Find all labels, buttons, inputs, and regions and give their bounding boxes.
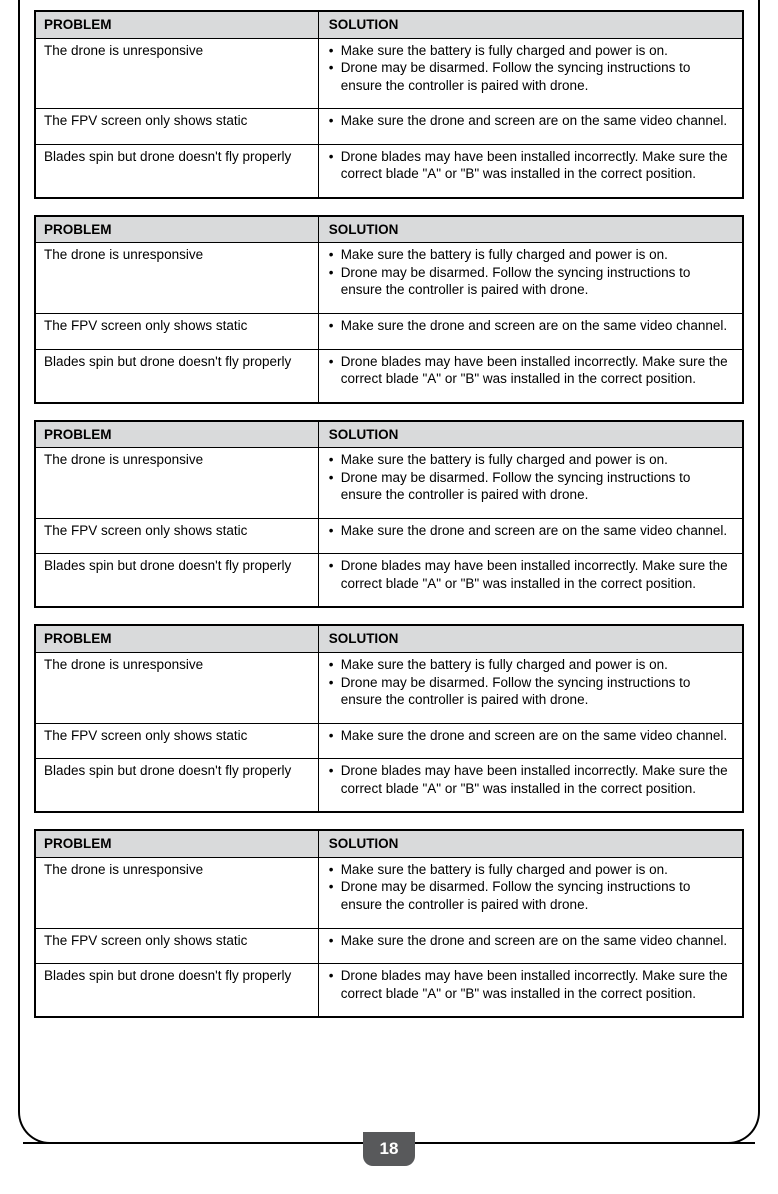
problem-cell: The FPV screen only shows static (35, 723, 318, 759)
table-row: The FPV screen only shows static Make sur… (35, 723, 743, 759)
solution-item: Make sure the drone and screen are on th… (327, 112, 734, 130)
solution-cell: Drone blades may have been installed inc… (318, 554, 743, 608)
solution-cell: Make sure the drone and screen are on th… (318, 518, 743, 554)
table-row: The drone is unresponsive Make sure the b… (35, 243, 743, 314)
solution-item: Drone may be disarmed. Follow the syncin… (327, 878, 734, 913)
solution-cell: Make sure the battery is fully charged a… (318, 857, 743, 928)
table-row: The drone is unresponsive Make sure the b… (35, 448, 743, 519)
problem-cell: Blades spin but drone doesn't fly proper… (35, 554, 318, 608)
troubleshoot-table: PROBLEMSOLUTIONThe drone is unresponsive… (34, 10, 744, 199)
solution-item: Drone may be disarmed. Follow the syncin… (327, 674, 734, 709)
problem-cell: The drone is unresponsive (35, 243, 318, 314)
column-header-problem: PROBLEM (35, 216, 318, 243)
solution-item: Drone blades may have been installed inc… (327, 967, 734, 1002)
table-row: Blades spin but drone doesn't fly proper… (35, 964, 743, 1018)
solution-item: Drone blades may have been installed inc… (327, 148, 734, 183)
page-frame: PROBLEMSOLUTIONThe drone is unresponsive… (18, 0, 760, 1144)
problem-cell: The FPV screen only shows static (35, 928, 318, 964)
column-header-problem: PROBLEM (35, 11, 318, 38)
solution-item: Drone may be disarmed. Follow the syncin… (327, 59, 734, 94)
solution-item: Drone blades may have been installed inc… (327, 353, 734, 388)
solution-item: Make sure the drone and screen are on th… (327, 932, 734, 950)
table-row: The drone is unresponsive Make sure the b… (35, 653, 743, 724)
problem-cell: Blades spin but drone doesn't fly proper… (35, 349, 318, 403)
solution-item: Make sure the battery is fully charged a… (327, 656, 734, 674)
table-row: The drone is unresponsive Make sure the b… (35, 38, 743, 109)
solution-cell: Drone blades may have been installed inc… (318, 759, 743, 813)
table-row: Blades spin but drone doesn't fly proper… (35, 144, 743, 198)
column-header-solution: SOLUTION (318, 625, 743, 652)
problem-cell: The FPV screen only shows static (35, 109, 318, 145)
solution-cell: Make sure the battery is fully charged a… (318, 38, 743, 109)
problem-cell: Blades spin but drone doesn't fly proper… (35, 144, 318, 198)
solution-cell: Make sure the battery is fully charged a… (318, 653, 743, 724)
table-row: Blades spin but drone doesn't fly proper… (35, 759, 743, 813)
column-header-problem: PROBLEM (35, 830, 318, 857)
solution-cell: Drone blades may have been installed inc… (318, 144, 743, 198)
troubleshoot-table: PROBLEMSOLUTIONThe drone is unresponsive… (34, 624, 744, 813)
table-row: The FPV screen only shows static Make sur… (35, 109, 743, 145)
solution-item: Make sure the drone and screen are on th… (327, 317, 734, 335)
problem-cell: Blades spin but drone doesn't fly proper… (35, 964, 318, 1018)
solution-item: Make sure the drone and screen are on th… (327, 727, 734, 745)
solution-item: Make sure the battery is fully charged a… (327, 42, 734, 60)
solution-item: Make sure the drone and screen are on th… (327, 522, 734, 540)
solution-cell: Make sure the battery is fully charged a… (318, 243, 743, 314)
page-number-tab: 18 (363, 1132, 415, 1166)
tables-container: PROBLEMSOLUTIONThe drone is unresponsive… (34, 10, 744, 1018)
troubleshoot-table: PROBLEMSOLUTIONThe drone is unresponsive… (34, 420, 744, 609)
solution-item: Drone may be disarmed. Follow the syncin… (327, 264, 734, 299)
solution-item: Make sure the battery is fully charged a… (327, 861, 734, 879)
problem-cell: The drone is unresponsive (35, 857, 318, 928)
column-header-solution: SOLUTION (318, 216, 743, 243)
solution-item: Drone blades may have been installed inc… (327, 557, 734, 592)
column-header-problem: PROBLEM (35, 421, 318, 448)
table-row: The FPV screen only shows static Make sur… (35, 518, 743, 554)
page-number: 18 (380, 1139, 399, 1159)
solution-item: Make sure the battery is fully charged a… (327, 451, 734, 469)
problem-cell: The FPV screen only shows static (35, 518, 318, 554)
solution-item: Drone blades may have been installed inc… (327, 762, 734, 797)
problem-cell: The drone is unresponsive (35, 448, 318, 519)
problem-cell: The drone is unresponsive (35, 653, 318, 724)
solution-item: Drone may be disarmed. Follow the syncin… (327, 469, 734, 504)
solution-cell: Make sure the drone and screen are on th… (318, 723, 743, 759)
solution-cell: Drone blades may have been installed inc… (318, 349, 743, 403)
table-row: Blades spin but drone doesn't fly proper… (35, 349, 743, 403)
table-row: The FPV screen only shows static Make sur… (35, 928, 743, 964)
solution-cell: Make sure the drone and screen are on th… (318, 928, 743, 964)
solution-cell: Drone blades may have been installed inc… (318, 964, 743, 1018)
table-row: The drone is unresponsive Make sure the b… (35, 857, 743, 928)
solution-cell: Make sure the drone and screen are on th… (318, 109, 743, 145)
problem-cell: The FPV screen only shows static (35, 314, 318, 350)
troubleshoot-table: PROBLEMSOLUTIONThe drone is unresponsive… (34, 829, 744, 1018)
solution-cell: Make sure the drone and screen are on th… (318, 314, 743, 350)
table-row: Blades spin but drone doesn't fly proper… (35, 554, 743, 608)
column-header-solution: SOLUTION (318, 830, 743, 857)
problem-cell: Blades spin but drone doesn't fly proper… (35, 759, 318, 813)
solution-cell: Make sure the battery is fully charged a… (318, 448, 743, 519)
problem-cell: The drone is unresponsive (35, 38, 318, 109)
column-header-problem: PROBLEM (35, 625, 318, 652)
column-header-solution: SOLUTION (318, 11, 743, 38)
troubleshoot-table: PROBLEMSOLUTIONThe drone is unresponsive… (34, 215, 744, 404)
solution-item: Make sure the battery is fully charged a… (327, 246, 734, 264)
table-row: The FPV screen only shows static Make sur… (35, 314, 743, 350)
column-header-solution: SOLUTION (318, 421, 743, 448)
